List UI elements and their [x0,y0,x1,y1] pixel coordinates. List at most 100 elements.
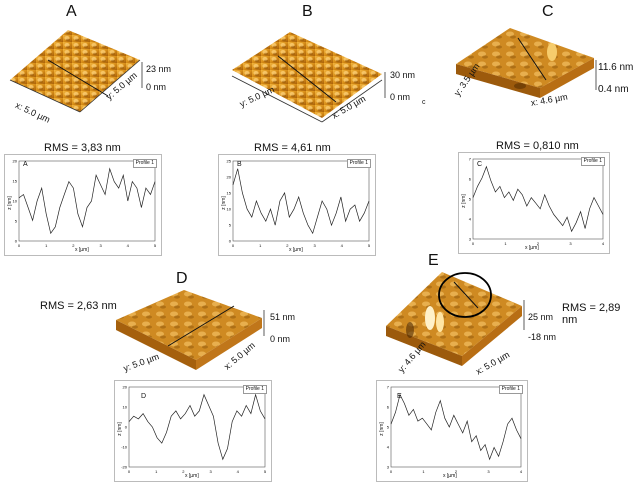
ylabel-b: z [nm] [220,196,227,210]
y-tick-label: 4 [387,445,390,450]
panel-letter-e: E [428,252,439,269]
y-tick-label: 10 [13,199,18,204]
ylabel-d: z [nm] [116,422,123,436]
xlabel-d: x [µm] [185,473,199,479]
surface-c [456,28,597,98]
z-bottom-b: 0 nm [390,92,411,102]
x-tick-label: 1 [155,469,158,474]
y-tick-label: 10 [227,207,232,212]
panel-letter-d: D [176,270,188,287]
rms-c: RMS = 0,810 nm [496,140,579,152]
x-tick-label: 1 [45,243,48,248]
profile-letter-d: D [141,393,147,400]
x-tick-label: 3 [209,469,212,474]
y-tick-label: 15 [227,191,232,196]
z-bottom-e: -18 nm [528,332,557,342]
z-top-c: 11.6 nm [598,62,634,73]
plot-frame [18,160,156,242]
panel-letter-c: C [542,3,554,20]
panel-letter-a: A [66,3,77,20]
y-tick-label: 25 [227,159,232,164]
y-tick-label: 6 [387,405,390,410]
y-tick-label: 10 [123,405,128,410]
x-tick-label: 4 [520,469,523,474]
ylabel-a: z [nm] [6,196,13,210]
x-tick-label: 0 [472,241,475,246]
x-tick-label: 5 [154,243,157,248]
x-tick-label: 2 [455,469,458,474]
y-tick-label: 4 [469,217,472,222]
x-tick-label: 5 [368,243,371,248]
y-tick-label: 20 [13,159,18,164]
plot-frame [128,386,266,468]
surface-a [9,30,143,113]
profile-line [18,167,156,235]
plot-frame [472,158,604,240]
y-tick-label: 20 [227,175,232,180]
xlabel-e: x [µm] [443,473,457,479]
ylabel-c: z [nm] [460,194,467,208]
y-tick-label: 7 [469,157,472,162]
z-top-a: 23 nm [146,64,172,74]
z-top-b: 30 nm [390,70,416,80]
xlabel-b: x [µm] [289,247,303,253]
ylabel-e: z [nm] [378,422,385,436]
profile-plot-a: 20 15 10 5 0 0 1 2 3 4 5 Profile 1 A x [µm] z [nm] [4,154,162,256]
y-tick-label: 0 [15,239,18,244]
y-tick-label: 3 [469,237,472,242]
legend-e: Profile 1 [498,385,523,394]
y-tick-label: 3 [387,465,390,470]
z-top-e: 25 nm [528,312,554,322]
x-tick-label: 2 [286,243,289,248]
xlabel-a: x [µm] [75,247,89,253]
y-tick-label: 20 [123,385,128,390]
x-tick-label: 4 [341,243,344,248]
surface-e [386,272,525,366]
profile-plot-b: 25 20 15 10 5 0 0 1 2 3 4 5 Profile 1 B x [µm] z [n… [218,154,376,256]
x-tick-label: 1 [422,469,425,474]
profile-letter-c: C [477,161,483,168]
profile-letter-e: E [397,393,402,400]
xlabel-c: x [µm] [525,245,539,251]
z-bottom-a: 0 nm [146,82,167,92]
x-tick-label: 3 [487,469,490,474]
y-tick-label: -20 [121,465,128,470]
profile-letter-a: A [23,161,28,168]
x-tick-label: 4 [237,469,240,474]
profile-line [390,393,522,461]
y-tick-label: 5 [229,223,232,228]
y-tick-label: 5 [469,197,472,202]
x-tick-label: 3 [569,241,572,246]
rms-a: RMS = 3,83 nm [44,142,121,154]
profile-svg-b: 25 20 15 10 5 00 1 2 3 4 5 [227,159,371,249]
y-tick-label: -10 [121,445,128,450]
x-tick-label: 1 [259,243,262,248]
legend-a: Profile 1 [132,159,157,168]
x-tick-label: 3 [313,243,316,248]
x-tick-label: 4 [127,243,130,248]
x-tick-label: 0 [128,469,131,474]
profile-plot-d: 20 10 0 -10 -20 0 1 2 3 4 5 Profile 1 D x [µm] z [… [114,380,272,482]
z-bottom-d: 0 nm [270,334,291,344]
x-tick-label: 3 [99,243,102,248]
y-tick-label: 7 [387,385,390,390]
x-tick-label: 1 [504,241,507,246]
y-tick-label: 5 [15,219,18,224]
profile-line [232,168,370,235]
legend-d: Profile 1 [242,385,267,394]
stray-letter-b: c [422,99,426,106]
x-tick-label: 2 [537,241,540,246]
x-tick-label: 5 [264,469,267,474]
y-tick-label: 0 [229,239,232,244]
legend-b: Profile 1 [346,159,371,168]
legend-c: Profile 1 [580,157,605,166]
x-tick-label: 2 [72,243,75,248]
rms-e: RMS = 2,89 nm [562,302,621,326]
profile-line [472,165,604,233]
x-tick-label: 4 [602,241,605,246]
